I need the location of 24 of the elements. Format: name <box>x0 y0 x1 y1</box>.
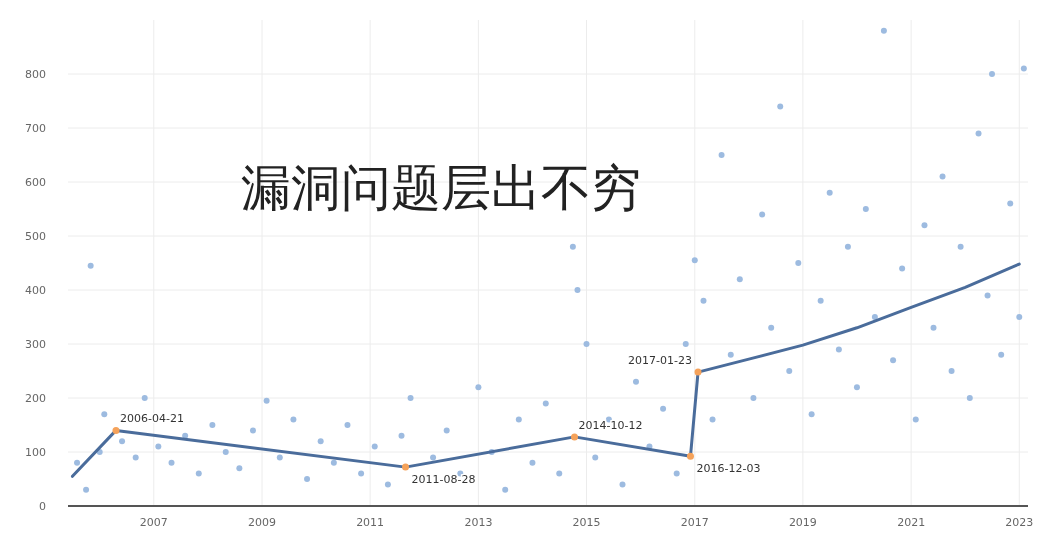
x-tick-label: 2021 <box>897 516 926 529</box>
y-tick-label: 100 <box>25 446 46 459</box>
y-tick-label: 0 <box>39 500 46 513</box>
x-tick-label: 2007 <box>139 516 168 529</box>
annotation: 2011-08-28 <box>411 473 476 487</box>
y-tick-label: 600 <box>25 176 46 189</box>
x-tick-label: 2023 <box>1005 516 1034 529</box>
y-tick-label: 800 <box>25 68 46 81</box>
annotation: 2014-10-12 <box>578 418 643 432</box>
x-tick-label: 2019 <box>788 516 817 529</box>
x-tick-label: 2017 <box>680 516 709 529</box>
x-tick-label: 2011 <box>356 516 385 529</box>
annotation: 2006-04-21 <box>119 412 184 426</box>
annotation: 2016-12-03 <box>696 462 761 476</box>
annotation: 2017-01-23 <box>628 354 693 368</box>
y-tick-label: 500 <box>25 230 46 243</box>
y-tick-label: 200 <box>25 392 46 405</box>
y-tick-label: 400 <box>25 284 46 297</box>
x-tick-label: 2015 <box>572 516 601 529</box>
x-tick-label: 2013 <box>464 516 493 529</box>
x-tick-label: 2009 <box>248 516 277 529</box>
y-tick-label: 700 <box>25 122 46 135</box>
y-tick-label: 300 <box>25 338 46 351</box>
annotation: 漏洞问题层出不穷 <box>240 158 641 217</box>
